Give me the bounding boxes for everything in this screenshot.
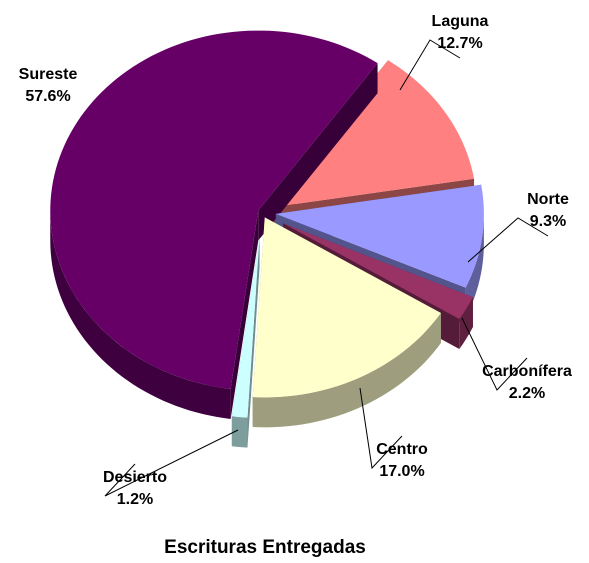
- leader-line: [104, 429, 239, 497]
- leader-line: [461, 317, 528, 391]
- slice-rim: [252, 313, 441, 428]
- value-label: 9.3%: [530, 213, 566, 230]
- chart-title: Escrituras Entregadas: [164, 537, 366, 558]
- slice-side: [230, 210, 259, 419]
- slice-top: [252, 217, 441, 398]
- value-label: 1.2%: [117, 491, 153, 508]
- slice-top: [268, 60, 475, 208]
- leader-line: [359, 387, 403, 470]
- slice-label: Norte: [527, 191, 569, 208]
- slice-label: Sureste: [19, 66, 78, 83]
- slice-top: [275, 184, 484, 288]
- slice-label: Laguna: [432, 13, 489, 30]
- slice-top: [231, 237, 260, 418]
- slice-top: [283, 223, 473, 320]
- slice-label: Desierto: [103, 469, 167, 486]
- value-label: 57.6%: [25, 88, 70, 105]
- pie-slice: [231, 237, 260, 448]
- value-label: 12.7%: [437, 35, 482, 52]
- slice-label: Centro: [376, 441, 428, 458]
- slice-top: [50, 30, 378, 389]
- slice-rim: [231, 416, 248, 448]
- slice-rim: [459, 297, 473, 350]
- slice-side: [258, 63, 378, 241]
- slice-rim: [50, 210, 231, 419]
- value-label: 17.0%: [379, 463, 424, 480]
- slice-rim: [465, 213, 484, 318]
- slice-label: Carbonífera: [482, 363, 572, 380]
- slice-side: [247, 237, 260, 448]
- value-label: 2.2%: [509, 385, 545, 402]
- leader-line: [399, 39, 461, 91]
- leader-line: [467, 217, 549, 263]
- pie-slice: [50, 30, 378, 419]
- pie-slice: [252, 217, 441, 428]
